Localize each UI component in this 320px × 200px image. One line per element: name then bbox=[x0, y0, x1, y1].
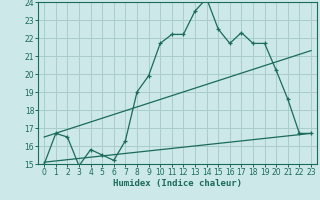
X-axis label: Humidex (Indice chaleur): Humidex (Indice chaleur) bbox=[113, 179, 242, 188]
